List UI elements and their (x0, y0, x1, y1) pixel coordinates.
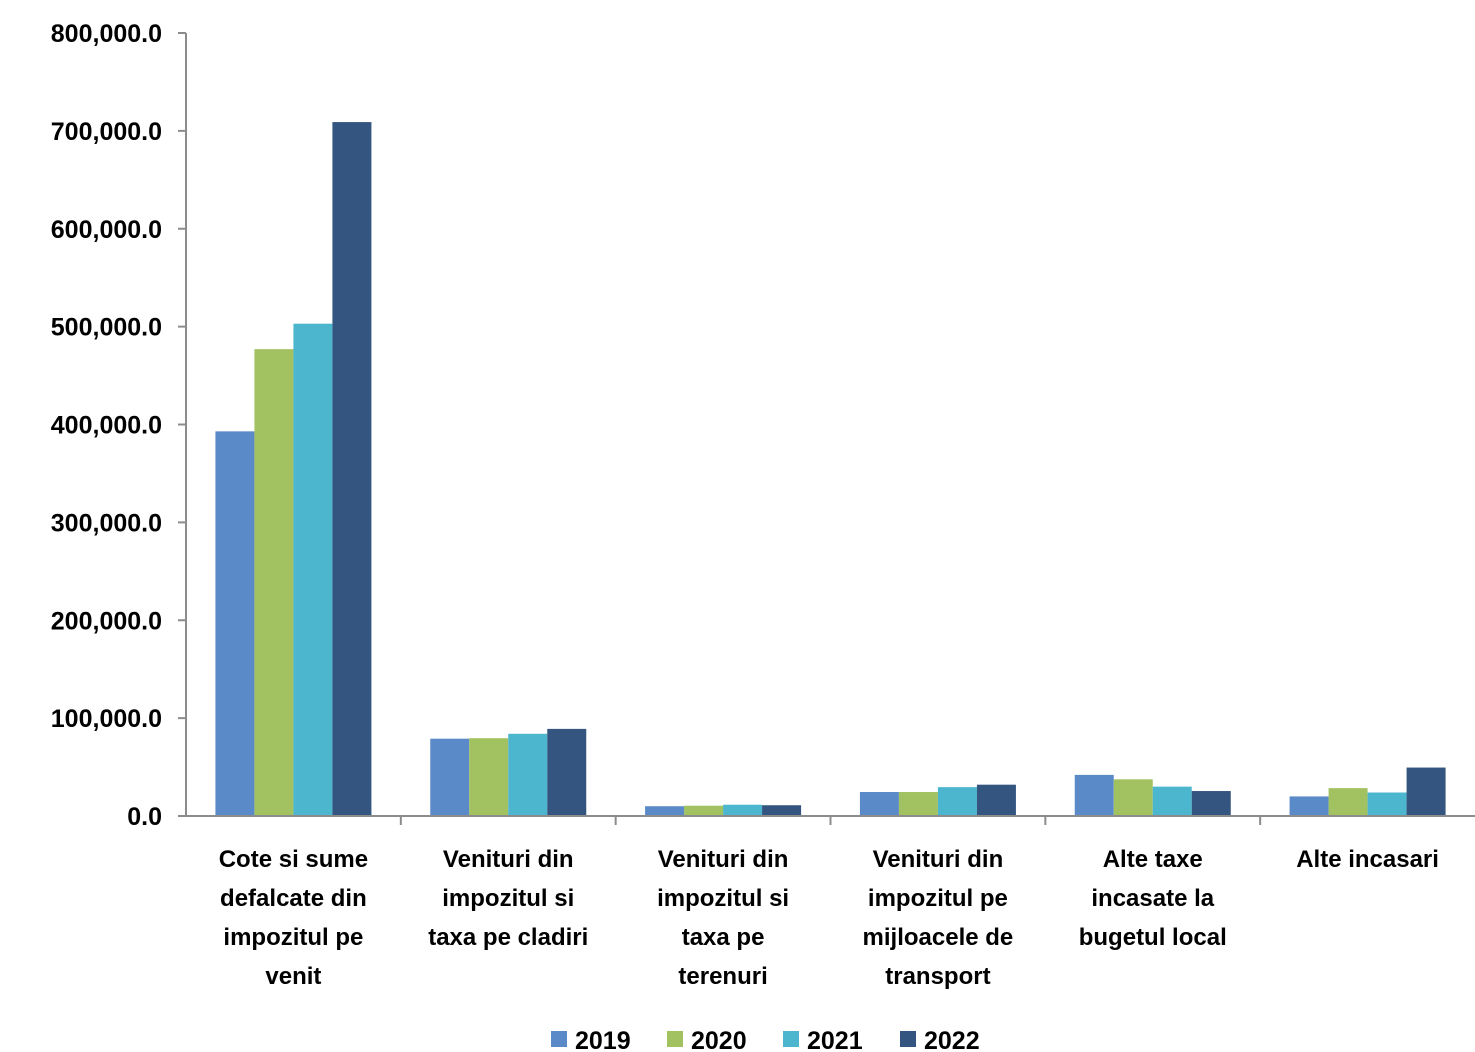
category-label-line: impozitul pe (868, 885, 1008, 912)
bar-2021-cat-2 (723, 804, 763, 816)
bar-2020-cat-4 (1113, 779, 1153, 816)
category-label-line: taxa pe (682, 924, 765, 951)
category-label-line: impozitul pe (223, 924, 363, 951)
bar-2019-cat-2 (645, 806, 685, 816)
bar-2020-cat-3 (898, 792, 938, 816)
category-label-line: Cote si sume (219, 846, 368, 873)
category-label: Venituri din impozitul pe mijloacele de tra… (863, 846, 1014, 990)
category-label-line: defalcate din (220, 885, 367, 912)
legend-label-2019: 2019 (575, 1027, 631, 1052)
category-label-line: bugetul local (1079, 924, 1227, 951)
category-label-line: Venituri din (443, 846, 574, 873)
legend-label-2020: 2020 (691, 1027, 747, 1052)
y-tick-label: 100,000.0 (51, 705, 162, 733)
legend-swatch-2021 (783, 1031, 799, 1047)
category-label-line: Alte taxe (1103, 846, 1203, 873)
legend-swatch-2022 (900, 1031, 916, 1047)
bar-2019-cat-3 (859, 792, 899, 816)
y-tick-label: 600,000.0 (51, 216, 162, 244)
bar-2022-cat-2 (762, 805, 802, 816)
legend-swatch-2019 (551, 1031, 567, 1047)
legend-label-2021: 2021 (807, 1027, 863, 1052)
legend: 2019 2020 2021 2022 (551, 1027, 980, 1052)
bar-2020-cat-0 (254, 349, 294, 816)
bar-2019-cat-0 (215, 431, 255, 816)
y-tick-label: 800,000.0 (51, 20, 162, 48)
bar-2020-cat-2 (684, 805, 724, 816)
category-label-line: mijloacele de (863, 924, 1014, 951)
y-tick-labels: 0.0 100,000.0 200,000.0 300,000.0 400,000.0 5… (51, 20, 162, 831)
category-label-line: incasate la (1091, 885, 1214, 912)
category-label: Alte incasari (1296, 846, 1439, 873)
bar-2019-cat-5 (1289, 796, 1329, 816)
category-label-line: impozitul si (442, 885, 574, 912)
y-tick-label: 500,000.0 (51, 314, 162, 342)
axes-layer (178, 32, 1475, 825)
bar-2022-cat-0 (332, 122, 372, 816)
bar-2020-cat-5 (1328, 788, 1368, 816)
bar-2021-cat-5 (1367, 792, 1407, 816)
bar-2019-cat-1 (430, 738, 470, 816)
y-tick-label: 200,000.0 (51, 607, 162, 635)
category-label: Venituri din impozitul si taxa pe terenuri (657, 846, 789, 990)
category-label: Cote si sume defalcate din impozitul pe ven… (219, 846, 368, 990)
category-label-line: transport (885, 963, 990, 990)
bar-2019-cat-4 (1074, 774, 1114, 816)
bar-2022-cat-5 (1406, 767, 1446, 816)
category-labels: Cote si sume defalcate din impozitul pe ven… (219, 846, 1439, 990)
category-label-line: venit (265, 963, 321, 990)
bar-2021-cat-1 (508, 733, 548, 816)
category-label-line: Alte incasari (1296, 846, 1439, 873)
bar-2021-cat-0 (293, 323, 333, 816)
y-tick-label: 400,000.0 (51, 412, 162, 440)
y-tick-label: 0.0 (127, 803, 162, 831)
bar-2020-cat-1 (469, 738, 509, 816)
category-label-line: taxa pe cladiri (428, 924, 588, 951)
bar-2022-cat-1 (547, 728, 587, 816)
bar-2021-cat-3 (937, 787, 977, 816)
y-tick-label: 700,000.0 (51, 118, 162, 146)
category-label-line: terenuri (678, 963, 767, 990)
category-label-line: Venituri din (873, 846, 1004, 873)
legend-swatch-2020 (667, 1031, 683, 1047)
bar-2022-cat-4 (1191, 791, 1231, 816)
y-tick-label: 300,000.0 (51, 509, 162, 537)
category-label: Alte taxe incasate la bugetul local (1079, 846, 1227, 951)
category-label: Venituri din impozitul si taxa pe cladiri (428, 846, 588, 951)
bars-layer (215, 122, 1446, 816)
bar-2022-cat-3 (976, 784, 1016, 816)
category-label-line: impozitul si (657, 885, 789, 912)
bar-2021-cat-4 (1152, 786, 1192, 816)
legend-label-2022: 2022 (924, 1027, 980, 1052)
category-label-line: Venituri din (658, 846, 789, 873)
